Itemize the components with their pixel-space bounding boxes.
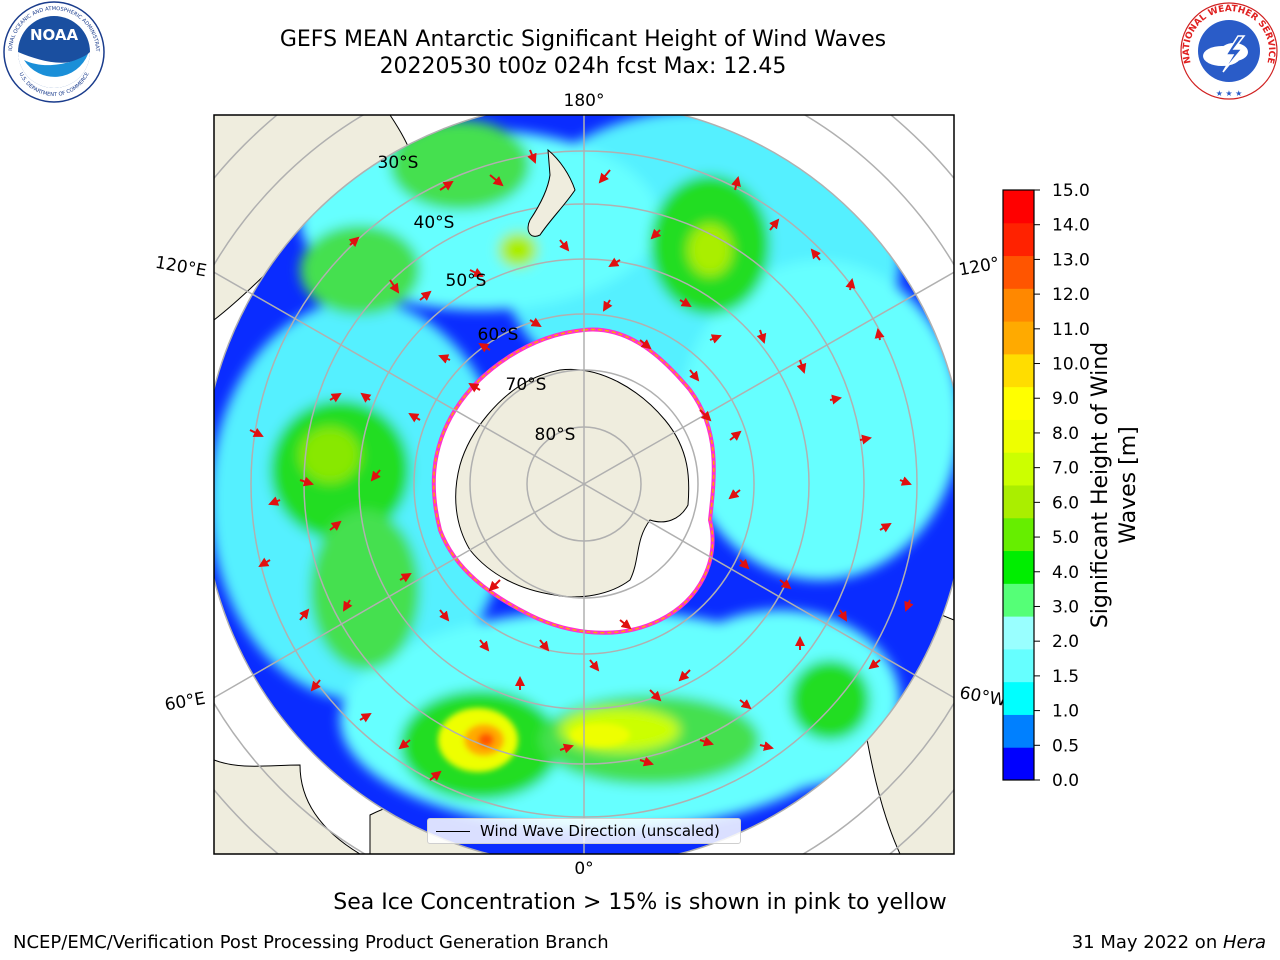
colorbar-swatch bbox=[1003, 190, 1034, 224]
lat-label-70s: 70°S bbox=[506, 375, 547, 395]
credit-branch: NCEP/EMC/Verification Post Processing Pr… bbox=[13, 932, 609, 953]
lon-label-180: 180° bbox=[564, 91, 605, 111]
lon-label-120e: 120°E bbox=[154, 253, 208, 282]
map-frame bbox=[213, 114, 955, 855]
lon-label-0: 0° bbox=[574, 859, 593, 879]
colorbar-label-line2: Waves [m] bbox=[1116, 426, 1141, 544]
lat-label-30s: 30°S bbox=[378, 153, 419, 173]
new-zealand-land bbox=[527, 148, 576, 237]
colorbar-tick-label: 10.0 bbox=[1052, 355, 1090, 375]
machine-name: Hera bbox=[1222, 932, 1266, 953]
colorbar-swatch bbox=[1003, 517, 1034, 552]
colorbar-tick-label: 1.5 bbox=[1052, 667, 1079, 687]
colorbar: 0.0 0.5 1.0 1.5 2.0 3.0 4.0 5.0 6.0 7.0 8.0 9.0 10.0… bbox=[1002, 181, 1090, 791]
colorbar-tick-label: 11.0 bbox=[1052, 320, 1090, 340]
colorbar-swatch bbox=[1003, 616, 1034, 650]
colorbar-swatch bbox=[1003, 485, 1034, 519]
colorbar-swatch bbox=[1003, 681, 1034, 715]
colorbar-tick-label: 14.0 bbox=[1052, 216, 1090, 236]
colorbar-swatch bbox=[1003, 386, 1034, 420]
colorbar-swatch bbox=[1003, 419, 1034, 453]
colorbar-swatch bbox=[1003, 583, 1034, 617]
svg-text:★ ★ ★: ★ ★ ★ bbox=[1216, 89, 1243, 98]
colorbar-tick-label: 13.0 bbox=[1052, 250, 1090, 270]
lat-label-60s: 60°S bbox=[478, 325, 519, 345]
nws-logo: NATIONAL WEATHER SERVICE ★ ★ ★ bbox=[1180, 2, 1278, 100]
legend-line-sample bbox=[436, 830, 470, 832]
lon-label-60e: 60°E bbox=[163, 689, 207, 716]
colorbar-tick-label: 3.0 bbox=[1052, 597, 1079, 617]
latitude-labels: 30°S 40°S 50°S 60°S 70°S 80°S bbox=[378, 153, 576, 445]
colorbar-tick-label: 0.0 bbox=[1052, 771, 1079, 791]
lon-label-120w: 120° bbox=[957, 254, 1001, 281]
colorbar-swatch bbox=[1003, 747, 1034, 781]
colorbar-tick-label: 5.0 bbox=[1052, 528, 1079, 548]
lat-label-40s: 40°S bbox=[414, 213, 455, 233]
lat-label-50s: 50°S bbox=[446, 271, 487, 291]
colorbar-tick-label: 15.0 bbox=[1052, 181, 1090, 201]
lat-label-80s: 80°S bbox=[535, 425, 576, 445]
date-text: 31 May 2022 bbox=[1071, 932, 1190, 953]
colorbar-swatch bbox=[1003, 321, 1034, 355]
colorbar-tick-label: 9.0 bbox=[1052, 389, 1079, 409]
svg-text:NOAA: NOAA bbox=[30, 26, 79, 44]
lon-label-60w: 60°W bbox=[958, 683, 1008, 711]
colorbar-swatch bbox=[1003, 353, 1034, 388]
colorbar-swatch bbox=[1003, 255, 1034, 289]
colorbar-swatch bbox=[1003, 222, 1034, 257]
colorbar-tick-label: 4.0 bbox=[1052, 563, 1079, 583]
colorbar-tick-label: 1.0 bbox=[1052, 702, 1079, 722]
chart-subtitle: 20220530 t00z 024h fcst Max: 12.45 bbox=[379, 54, 787, 79]
map-legend: Wind Wave Direction (unscaled) bbox=[427, 818, 741, 844]
colorbar-swatch bbox=[1003, 288, 1034, 322]
colorbar-swatch bbox=[1003, 452, 1034, 486]
colorbar-tick-label: 0.5 bbox=[1052, 736, 1079, 756]
colorbar-frame bbox=[1002, 189, 1035, 781]
legend-label: Wind Wave Direction (unscaled) bbox=[480, 822, 720, 840]
noaa-logo: NOAA NATIONAL OCEANIC AND ATMOSPHERIC AD… bbox=[2, 0, 105, 103]
on-text: on bbox=[1189, 932, 1223, 953]
sea-ice-note: Sea Ice Concentration > 15% is shown in … bbox=[333, 890, 947, 915]
colorbar-tick-label: 7.0 bbox=[1052, 459, 1079, 479]
colorbar-swatch bbox=[1003, 648, 1034, 683]
colorbar-tick-label: 6.0 bbox=[1052, 493, 1079, 513]
colorbar-tick-label: 2.0 bbox=[1052, 632, 1079, 652]
colorbar-tick-label: 12.0 bbox=[1052, 285, 1090, 305]
colorbar-swatch bbox=[1003, 714, 1034, 748]
credit-date: 31 May 2022 on Hera bbox=[1072, 932, 1266, 953]
wave-direction-arrows bbox=[249, 149, 914, 781]
colorbar-swatch bbox=[1003, 550, 1034, 584]
chart-title: GEFS MEAN Antarctic Significant Height o… bbox=[279, 27, 887, 52]
colorbar-label-line1: Significant Height of Wind bbox=[1088, 341, 1113, 629]
colorbar-tick-label: 8.0 bbox=[1052, 424, 1079, 444]
